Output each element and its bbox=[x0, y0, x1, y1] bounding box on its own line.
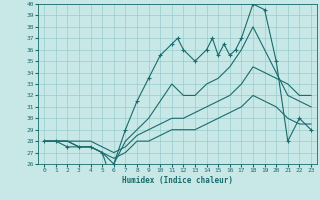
X-axis label: Humidex (Indice chaleur): Humidex (Indice chaleur) bbox=[122, 176, 233, 185]
